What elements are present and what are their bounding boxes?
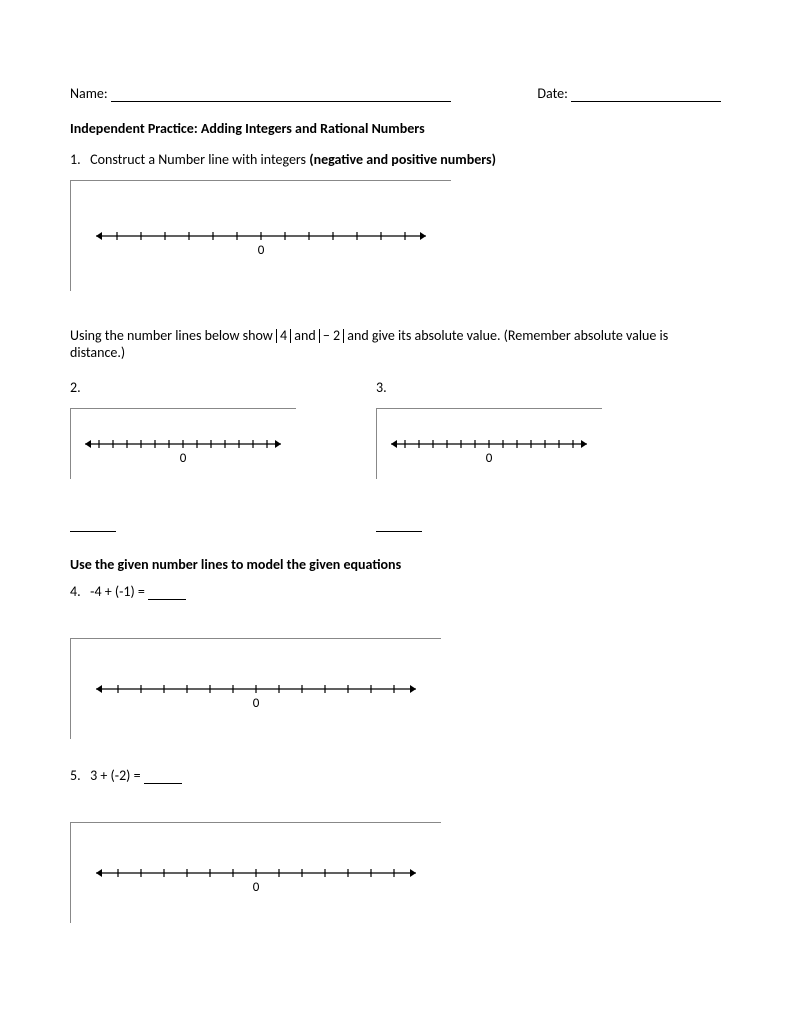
svg-text:0: 0 bbox=[486, 451, 493, 466]
name-field: Name: bbox=[70, 85, 451, 102]
abs-neg2: − 2 bbox=[319, 329, 344, 343]
q4-expr: -4 + (-1) = bbox=[90, 583, 148, 600]
q5-expr: 3 + (-2) = bbox=[90, 767, 144, 784]
numberline-5: 0 bbox=[71, 823, 441, 923]
name-label: Name: bbox=[70, 85, 108, 102]
numberline-3: 0 bbox=[377, 409, 602, 479]
q1-num: 1. bbox=[70, 151, 81, 168]
q3-num: 3. bbox=[376, 379, 602, 396]
numberline-4: 0 bbox=[71, 639, 441, 739]
question-5: 5. 3 + (-2) = bbox=[70, 767, 721, 784]
svg-text:0: 0 bbox=[180, 451, 187, 466]
q2-num: 2. bbox=[70, 379, 296, 396]
instr2-b: and bbox=[294, 327, 319, 344]
q5-num: 5. bbox=[70, 767, 81, 784]
question-2: 2. 0 bbox=[70, 379, 296, 532]
q4-num: 4. bbox=[70, 583, 81, 600]
q3-answer-blank[interactable] bbox=[376, 517, 422, 532]
date-blank[interactable] bbox=[571, 87, 721, 102]
name-blank[interactable] bbox=[111, 87, 451, 102]
worksheet-title: Independent Practice: Adding Integers an… bbox=[70, 120, 721, 137]
question-3: 3. 0 bbox=[376, 379, 602, 532]
numberline-frame-2: 0 bbox=[70, 408, 296, 479]
numberline-frame-3: 0 bbox=[376, 408, 602, 479]
q2-answer-blank[interactable] bbox=[70, 517, 116, 532]
svg-text:0: 0 bbox=[253, 696, 260, 711]
question-1: 1. Construct a Number line with integers… bbox=[70, 151, 721, 168]
q1-text2: (negative and positive numbers) bbox=[309, 151, 496, 168]
instruction-2: Using the number lines below show 4 and … bbox=[70, 327, 721, 361]
numberline-2: 0 bbox=[71, 409, 296, 479]
date-field: Date: bbox=[537, 85, 721, 102]
q4-answer-blank[interactable] bbox=[148, 585, 186, 600]
numberline-1: 0 bbox=[71, 181, 451, 291]
abs-4: 4 bbox=[276, 329, 291, 343]
numberline-frame-5: 0 bbox=[70, 822, 441, 923]
q5-answer-blank[interactable] bbox=[144, 769, 182, 784]
question-4: 4. -4 + (-1) = bbox=[70, 583, 721, 600]
instruction-3: Use the given number lines to model the … bbox=[70, 556, 721, 573]
q1-text1: Construct a Number line with integers bbox=[90, 151, 309, 168]
svg-text:0: 0 bbox=[258, 243, 265, 258]
header-row: Name: Date: bbox=[70, 85, 721, 102]
numberline-frame-1: 0 bbox=[70, 180, 451, 291]
svg-text:0: 0 bbox=[253, 880, 260, 895]
date-label: Date: bbox=[537, 85, 567, 102]
numberline-frame-4: 0 bbox=[70, 638, 441, 739]
instr2-a: Using the number lines below show bbox=[70, 327, 276, 344]
